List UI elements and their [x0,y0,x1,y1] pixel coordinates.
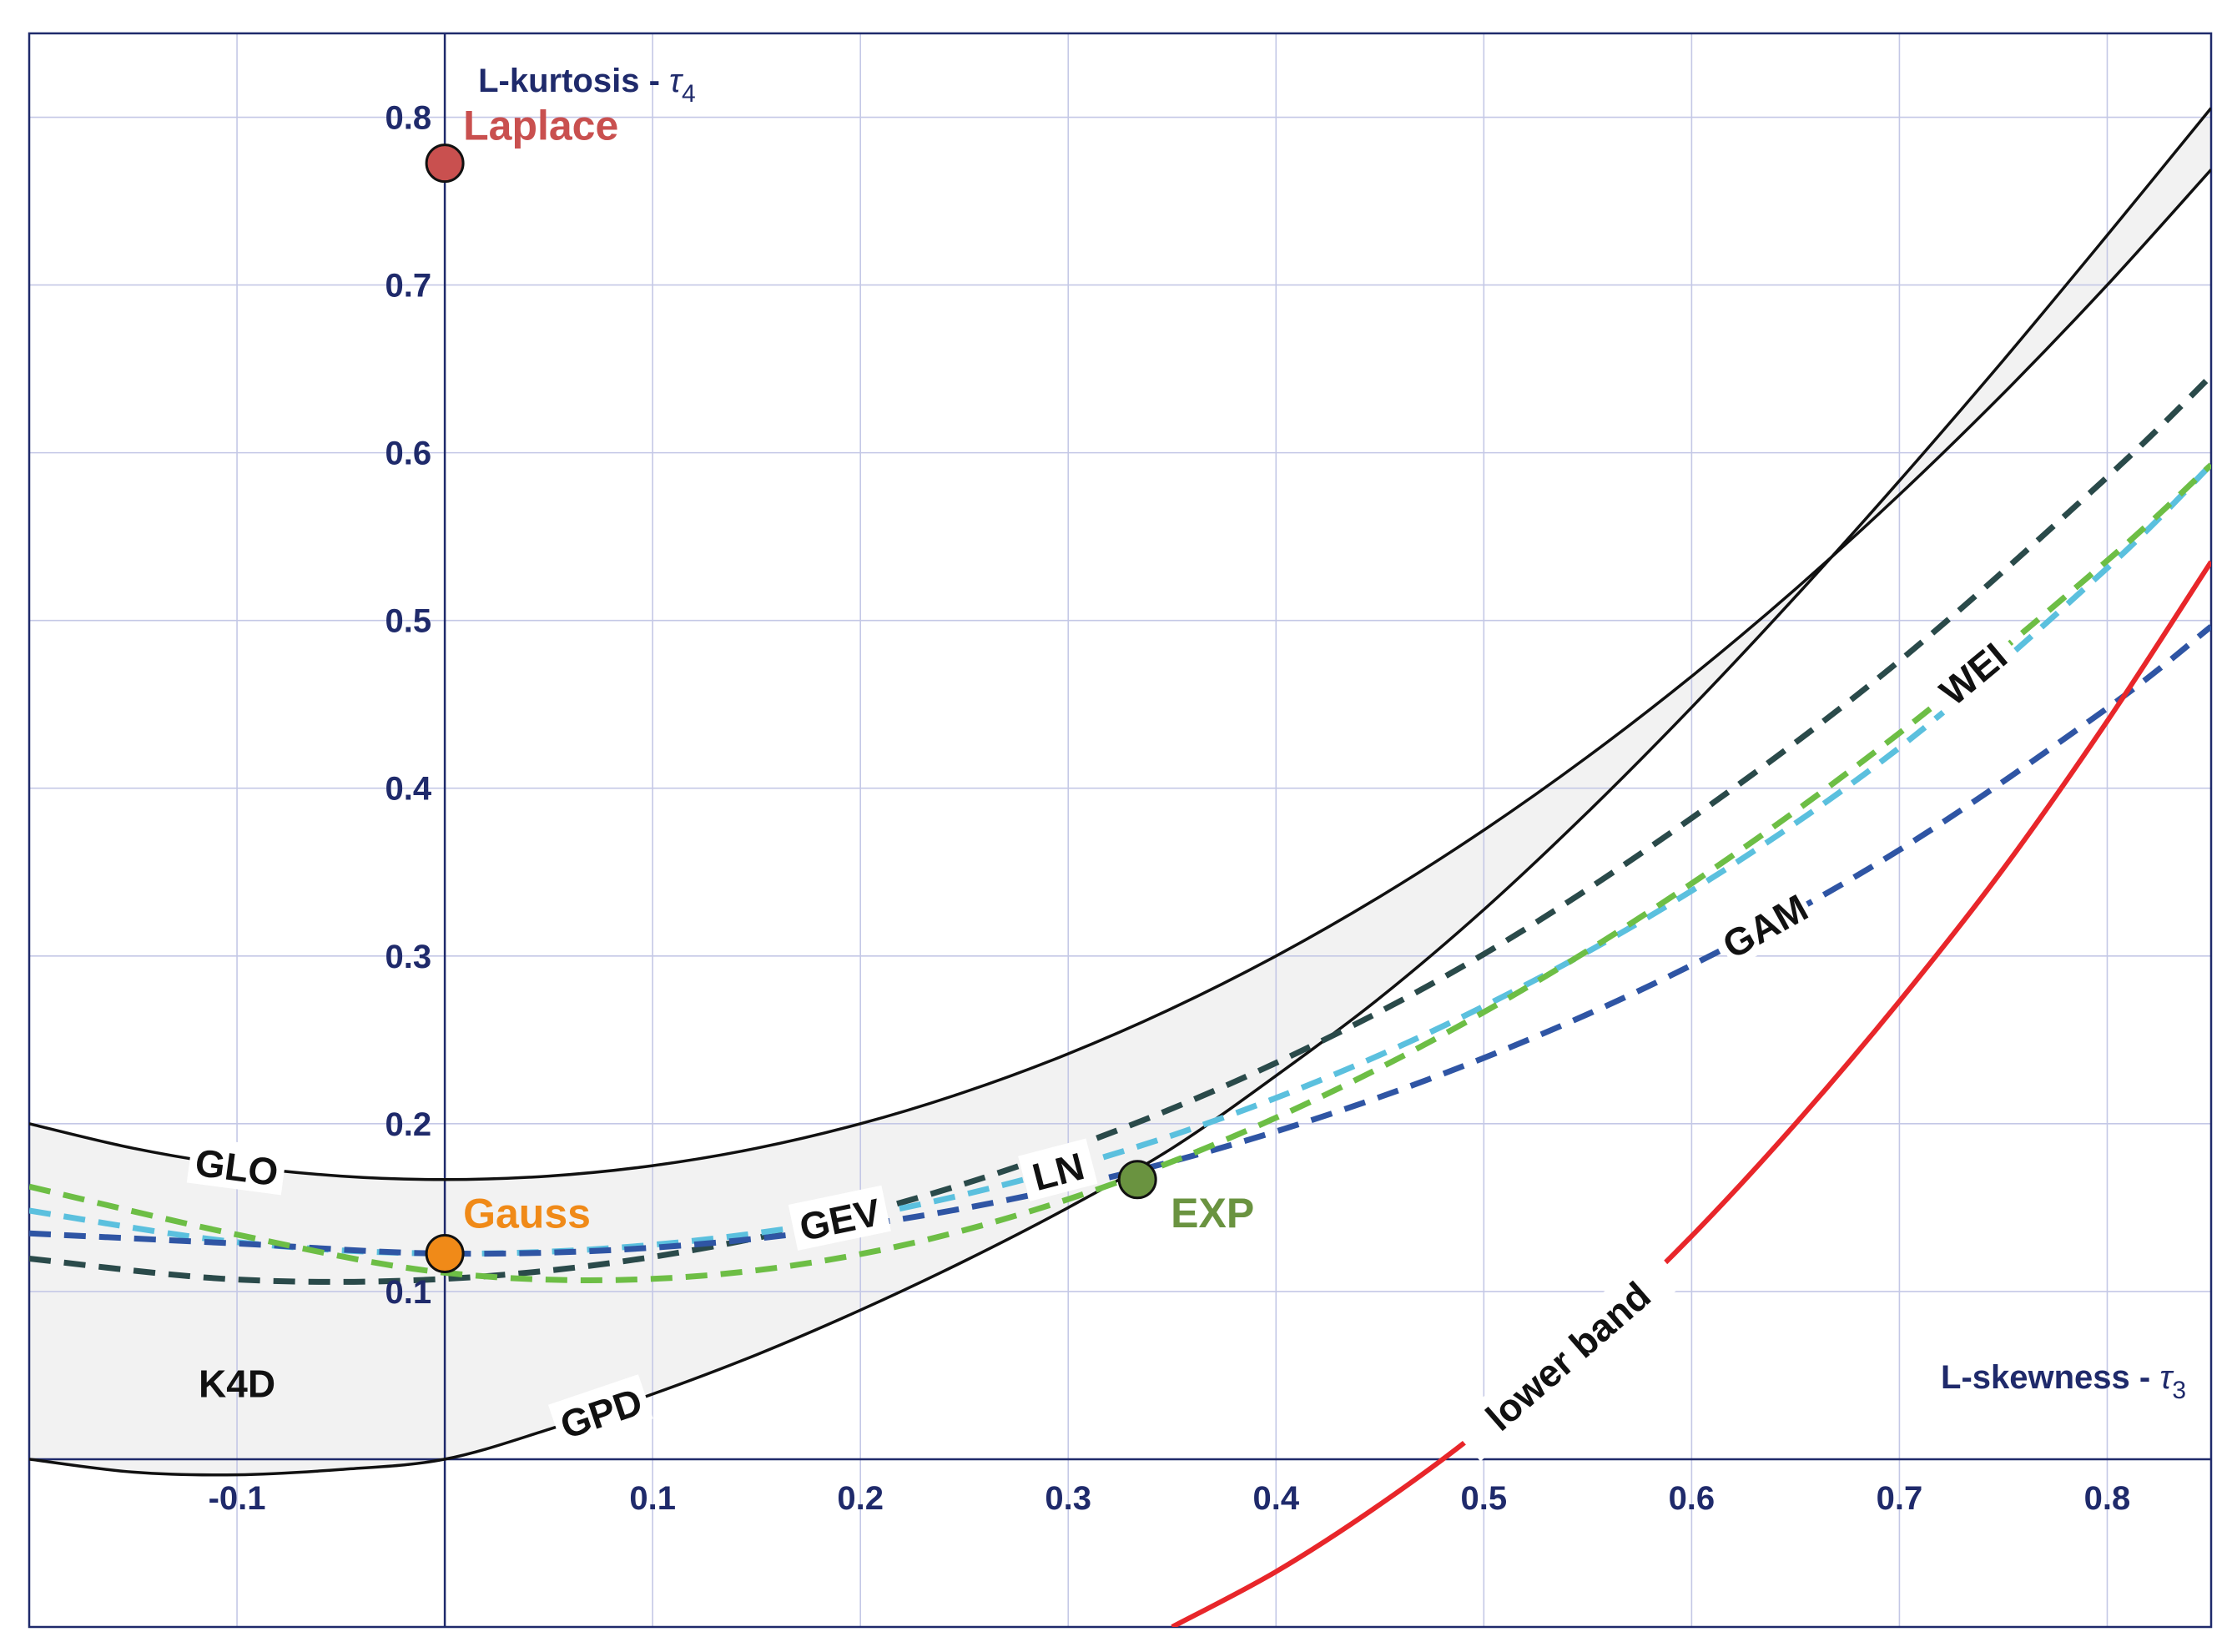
point-marker-laplace [425,144,465,184]
k4d-region-layer [29,108,2211,1475]
curve-label-wei: WEI [1920,624,2024,722]
region-label-k4d: K4D [199,1362,275,1405]
y-tick-label: 0.5 [385,603,431,640]
y-tick-label: 0.6 [385,436,431,472]
y-tick-label: 0.4 [385,771,431,808]
curve-label-glo: GLO [186,1136,288,1196]
axis-titles-layer: L-skewness - τ3 L-kurtosis - τ4 [478,63,2186,1404]
k4d-region-fill [29,108,2211,1475]
y-axis-title: L-kurtosis - τ4 [478,63,696,108]
curve-label-bg-glo [186,1136,288,1196]
series-line-wei [29,462,2211,1283]
series-line-gpd [29,107,2211,1477]
x-axis-title-symbol: τ [2159,1359,2174,1396]
curve-label-bg-gam [1711,881,1817,969]
axes-layer [28,32,2213,1629]
curve-label-bg-gev [788,1185,891,1251]
curve-label-lower-band: lower band [1449,1248,1685,1462]
x-tick-label: 0.1 [629,1480,676,1517]
curve-label-ln: LN [1018,1138,1098,1201]
point-marker-exp [1117,1160,1157,1200]
x-axis-title: L-skewness - τ3 [1941,1359,2186,1404]
curve-label-gam: GAM [1711,881,1817,969]
y-tick-label: 0.3 [385,939,431,975]
x-tick-label: 0.2 [837,1480,884,1517]
series-line-glo [29,169,2211,1181]
ticks-layer: -0.1 0.1 0.2 0.3 0.4 0.5 0.6 0.7 0.8 0.1 0.2 0.3 0.4… [209,100,2131,1517]
curve-label-bg-gpd [547,1374,653,1449]
point-marker-gauss [425,1233,465,1273]
point-label-gauss: Gauss [463,1190,591,1236]
x-tick-label: -0.1 [209,1480,266,1517]
x-tick-label: 0.5 [1461,1480,1508,1517]
x-tick-label: 0.4 [1252,1480,1299,1517]
curve-label-bg-ln [1018,1138,1098,1201]
series-line-gev [29,373,2211,1285]
y-tick-label: 0.1 [385,1274,431,1311]
x-axis-title-text: L-skewness - [1941,1359,2159,1396]
x-tick-label: 0.8 [2084,1480,2131,1517]
y-axis-title-text: L-kurtosis - [478,63,669,99]
y-tick-label: 0.8 [385,100,431,137]
plot-frame [28,32,2213,1629]
y-tick-label: 0.7 [385,268,431,305]
curve-label-bg-wei [1920,624,2024,722]
y-axis-title-symbol: τ [669,63,684,99]
x-tick-label: 0.6 [1669,1480,1716,1517]
y-tick-label: 0.2 [385,1106,431,1143]
curve-label-bg-lower-band [1449,1248,1685,1462]
x-axis-title-subscript: 3 [2172,1377,2186,1404]
x-tick-label: 0.3 [1045,1480,1091,1517]
curve-label-text-lower-band: lower band [1478,1273,1659,1439]
y-axis-title-subscript: 4 [682,80,696,108]
x-tick-label: 0.7 [1877,1480,1923,1517]
point-label-laplace: Laplace [463,103,618,149]
points-layer: Laplace Gauss EXP [425,103,1254,1273]
series-line-lower-band [1171,560,2211,1627]
point-label-exp: EXP [1171,1190,1254,1236]
